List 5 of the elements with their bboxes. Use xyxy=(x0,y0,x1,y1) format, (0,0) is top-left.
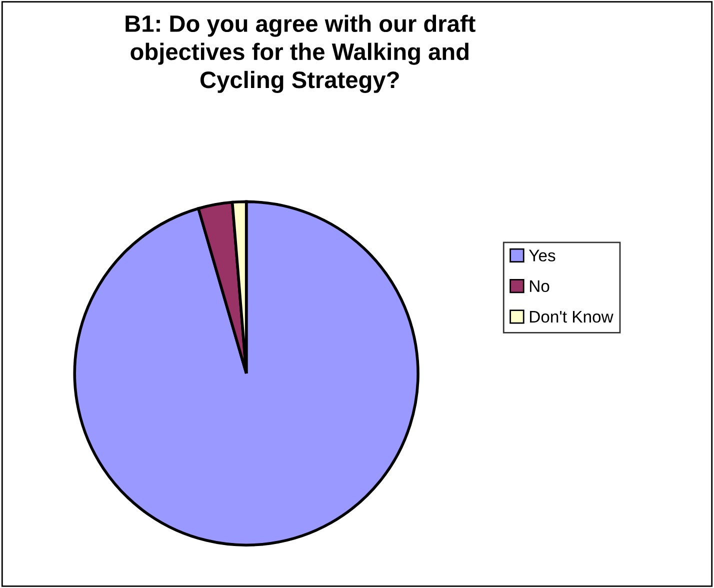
legend-label: Yes xyxy=(528,250,556,262)
pie-slice xyxy=(73,200,420,546)
legend-label: No xyxy=(530,280,550,292)
legend-label: Don't Know xyxy=(530,311,614,323)
chart-title: B1: Do you agree with our draft objectives for the Walking and Cycling Strategy? xyxy=(126,14,476,94)
